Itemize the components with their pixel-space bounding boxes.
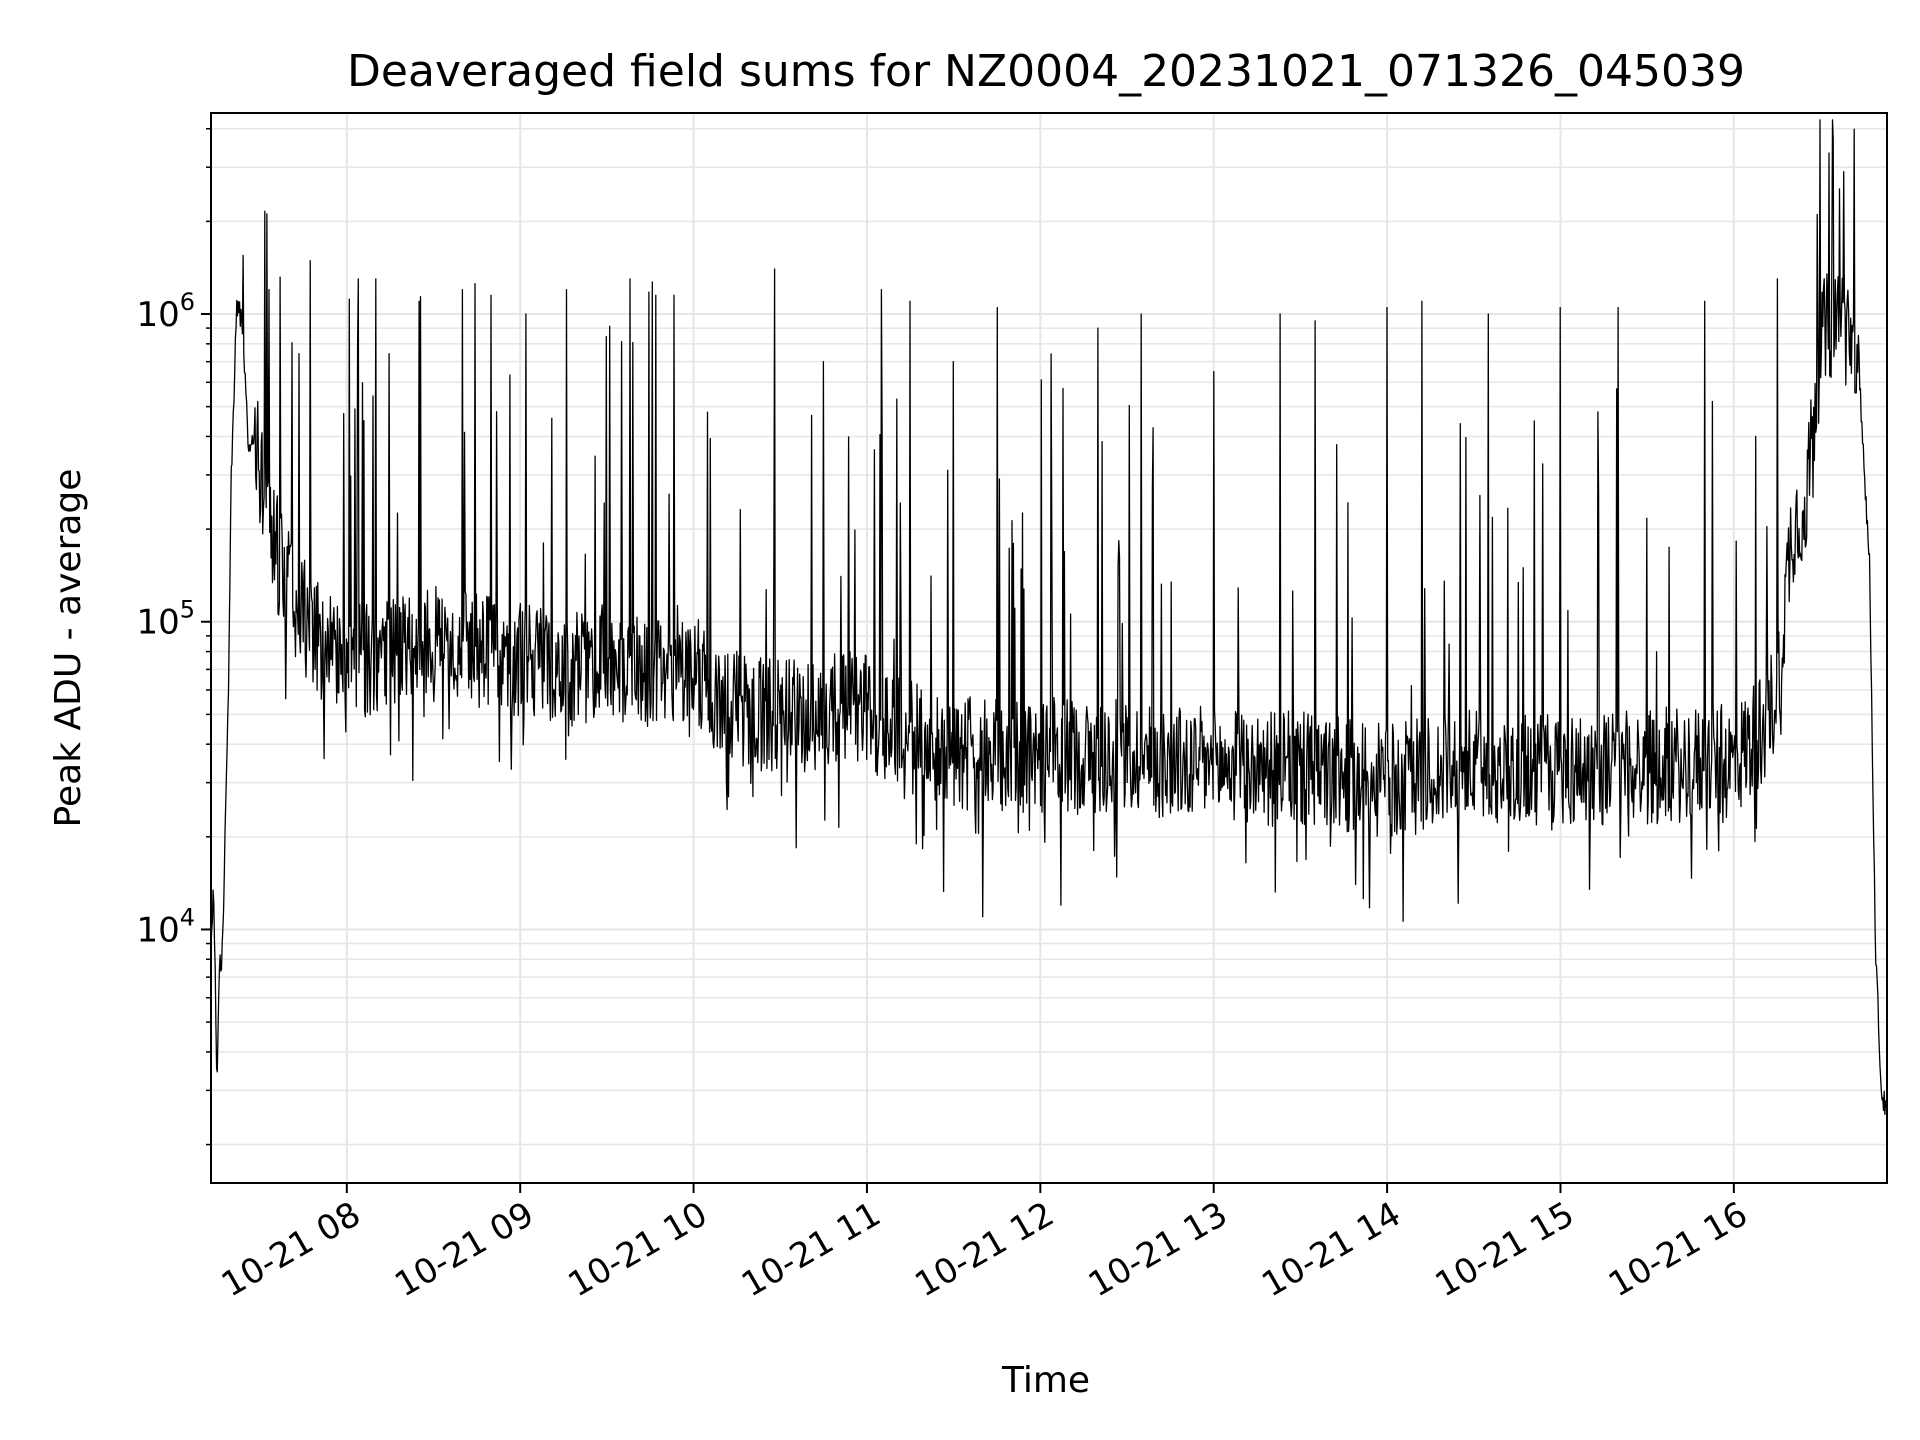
data-layer bbox=[210, 119, 1888, 1115]
y-tick-label: 106 bbox=[136, 288, 195, 335]
plot-frame bbox=[210, 112, 1888, 1184]
grid-layer bbox=[211, 113, 1887, 1183]
chart-title: Deaveraged field sums for NZ0004_2023102… bbox=[347, 46, 1745, 97]
y-tick-label: 105 bbox=[136, 596, 195, 643]
y-tick-label: 104 bbox=[136, 903, 195, 950]
series-line bbox=[210, 119, 1888, 1115]
x-axis-label: Time bbox=[1001, 1360, 1090, 1401]
y-axis-label: Peak ADU - average bbox=[48, 469, 89, 828]
